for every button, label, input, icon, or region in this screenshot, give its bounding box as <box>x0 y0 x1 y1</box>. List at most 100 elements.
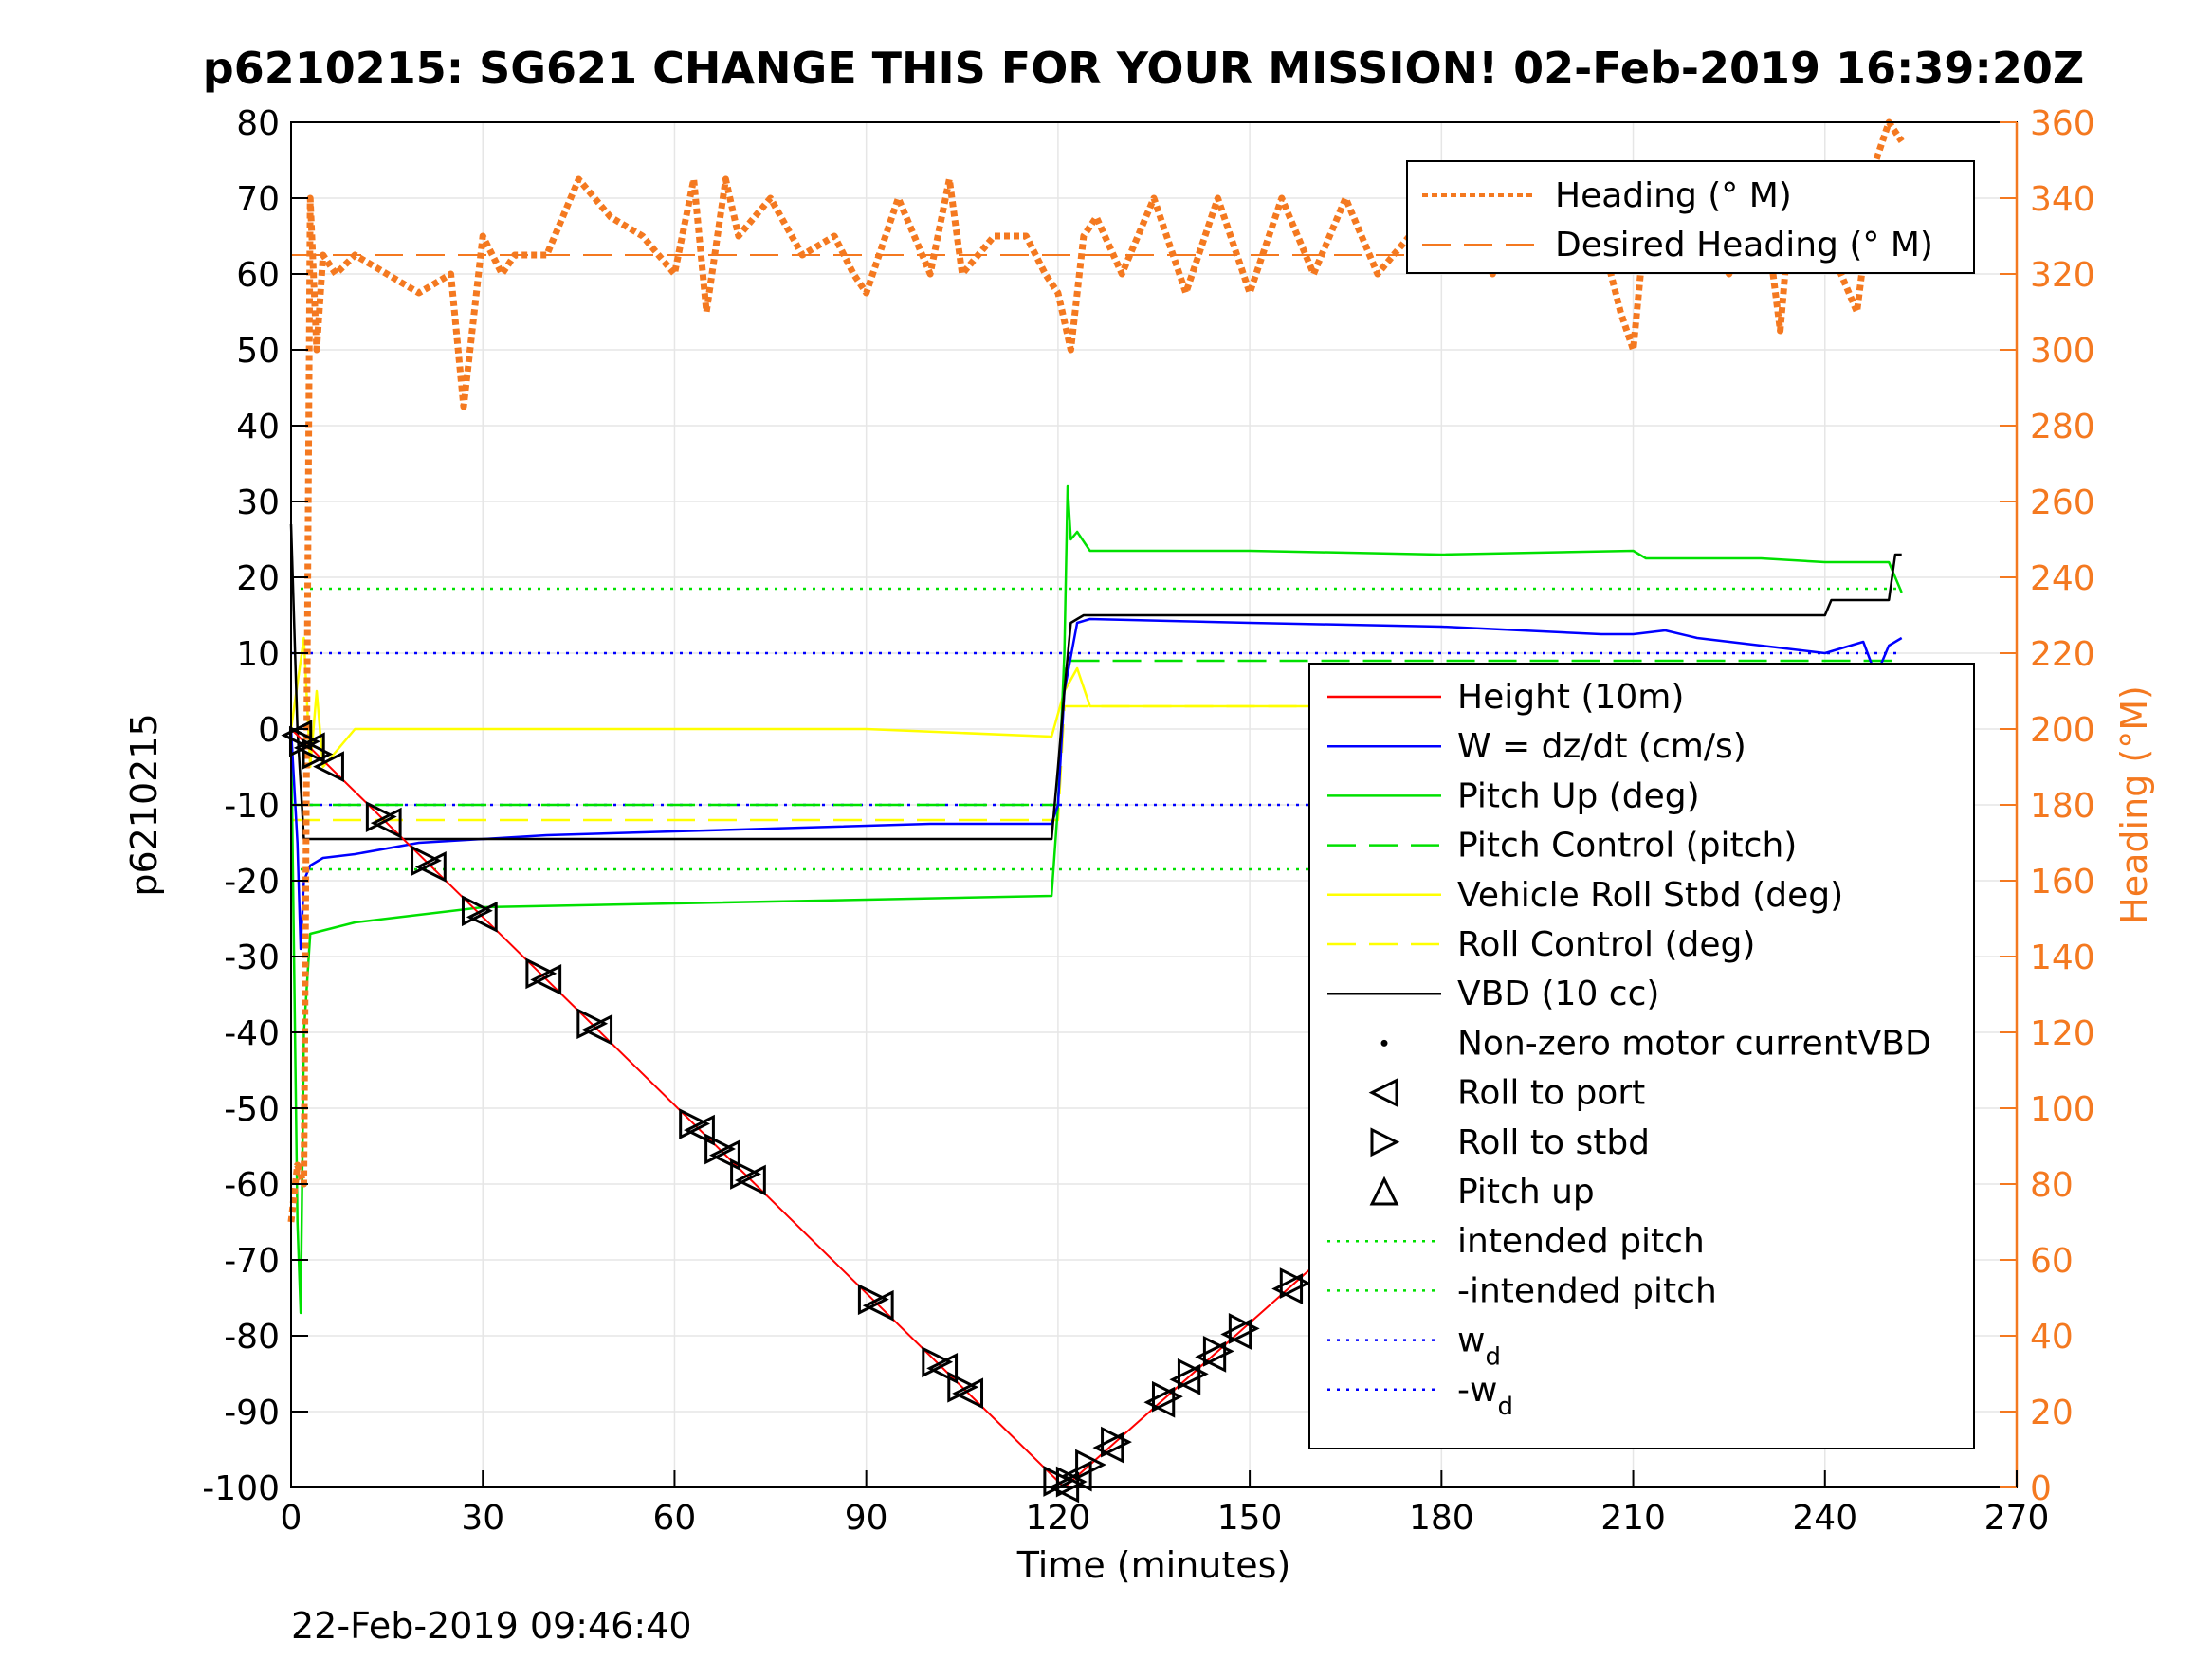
roll-to-stbd-marker <box>1151 1380 1183 1413</box>
y2-tick-label: 280 <box>2030 408 2095 447</box>
y-tick-label: -100 <box>202 1469 280 1508</box>
y-tick-label: -20 <box>224 863 280 902</box>
y-tick-label: 70 <box>236 180 280 219</box>
x-axis-label: Time (minutes) <box>1016 1544 1291 1586</box>
roll-to-port-marker <box>926 1352 959 1384</box>
x-tick-label: 120 <box>1026 1499 1091 1538</box>
y-tick-label: 60 <box>236 256 280 295</box>
roll-to-port-marker <box>1271 1273 1304 1304</box>
roll-to-port-marker <box>1092 1431 1124 1464</box>
chart-title: p6210215: SG621 CHANGE THIS FOR YOUR MIS… <box>203 43 2084 94</box>
series-pitch-up-deg-line <box>289 484 1903 1315</box>
roll-to-port-marker <box>313 751 344 783</box>
right-axis: 0 20 40 60 80 100 120 140 160 180 200 220 240 260 280 3… <box>2000 104 2095 1508</box>
legend-entry-label: Pitch Up (deg) <box>1457 776 1700 815</box>
y2-tick-label: 120 <box>2030 1014 2095 1053</box>
legend-entry-label: W = dz/dt (cm/s) <box>1457 727 1746 766</box>
roll-to-stbd-marker <box>1177 1358 1209 1390</box>
roll-to-stbd-marker <box>704 1133 736 1165</box>
roll-to-port-marker <box>1220 1318 1252 1350</box>
legend-entry-label: -intended pitch <box>1457 1271 1717 1310</box>
legend-entry-label: Roll to stbd <box>1457 1123 1650 1162</box>
legend-entry-label: VBD (10 cc) <box>1457 975 1659 1013</box>
legend-heading-box <box>1406 160 1975 274</box>
x-tick-label: 0 <box>281 1499 302 1538</box>
legend-subscript: d <box>1485 1343 1501 1372</box>
roll-to-stbd-marker <box>525 957 558 990</box>
x-tick-label: 90 <box>845 1499 888 1538</box>
roll-to-port-marker <box>581 1013 613 1046</box>
x-axis: 0 30 60 90 120 150 180 210 240 270 <box>281 1470 2049 1538</box>
y2-tick-label: 60 <box>2030 1242 2074 1281</box>
y2-tick-label: 240 <box>2030 559 2095 598</box>
y2-tick-label: 80 <box>2030 1166 2074 1205</box>
y-tick-label: -10 <box>224 787 280 826</box>
y-tick-label: 10 <box>236 635 280 674</box>
legend-heading-label: Desired Heading (° M) <box>1555 226 1933 264</box>
roll-to-stbd-marker <box>922 1346 954 1378</box>
x-tick-label: 240 <box>1792 1499 1857 1538</box>
series-heading-m-line <box>287 118 1905 1223</box>
x-tick-label: 30 <box>461 1499 504 1538</box>
roll-to-stbd-marker <box>461 895 493 927</box>
roll-to-stbd-marker <box>1101 1426 1132 1458</box>
roll-to-port-marker <box>293 732 325 764</box>
y-tick-label: 50 <box>236 332 280 371</box>
y2-tick-label: 180 <box>2030 787 2095 826</box>
y-tick-label: 30 <box>236 483 280 522</box>
y2-axis-label: Heading (°M) <box>2113 685 2155 924</box>
legend-main: Height (10m) W = dz/dt (cm/s) Pitch Up (de… <box>1308 663 1975 1449</box>
roll-to-port-marker <box>414 851 447 883</box>
roll-to-port-marker <box>952 1377 984 1410</box>
y2-tick-label: 40 <box>2030 1318 2074 1357</box>
roll-to-port-marker <box>1195 1340 1227 1373</box>
roll-to-stbd-marker <box>365 801 397 832</box>
y-tick-label: -60 <box>224 1166 280 1205</box>
y-tick-label: -80 <box>224 1318 280 1357</box>
y2-tick-label: 260 <box>2030 483 2095 522</box>
roll-to-port-marker <box>1143 1386 1176 1418</box>
legend-entry-label: Non-zero motor currentVBD <box>1457 1024 1931 1063</box>
legend-entry-label: intended pitch <box>1457 1222 1705 1261</box>
roll-to-stbd-marker <box>947 1371 979 1403</box>
y2-tick-label: 100 <box>2030 1090 2095 1129</box>
roll-to-port-marker <box>1169 1363 1201 1395</box>
legend-marker-right <box>1370 1127 1400 1158</box>
y2-tick-label: 20 <box>2030 1394 2074 1432</box>
y-tick-label: 20 <box>236 559 280 598</box>
roll-to-stbd-marker <box>302 738 334 770</box>
y2-tick-label: 200 <box>2030 711 2095 750</box>
roll-to-stbd-marker <box>1202 1335 1234 1367</box>
legend-entry-label: Pitch Control (pitch) <box>1457 827 1797 866</box>
legend-marker-left <box>1368 1078 1398 1108</box>
x-tick-label: 60 <box>653 1499 697 1538</box>
legend-entry-label: Vehicle Roll Stbd (deg) <box>1457 876 1843 915</box>
y-tick-label: -30 <box>224 939 280 977</box>
legend-heading-label: Heading (° M) <box>1555 176 1792 215</box>
legend-heading: Heading (° M) Desired Heading (° M) <box>1406 160 1975 274</box>
roll-to-stbd-marker <box>730 1158 761 1190</box>
y-tick-label: -70 <box>224 1242 280 1281</box>
series-vbd-10-cc-line <box>289 523 1902 841</box>
x-tick-label: 150 <box>1217 1499 1283 1538</box>
x-tick-label: 180 <box>1409 1499 1474 1538</box>
series-layer <box>287 118 1905 1488</box>
roll-to-port-marker <box>684 1114 715 1146</box>
y2-tick-label: 340 <box>2030 180 2095 219</box>
roll-to-stbd-marker <box>1228 1313 1260 1344</box>
roll-to-port-marker <box>862 1289 894 1322</box>
roll-to-stbd-marker <box>679 1108 711 1139</box>
roll-to-stbd-marker <box>576 1008 609 1040</box>
roll-to-stbd-marker <box>1279 1267 1311 1299</box>
y2-tick-label: 160 <box>2030 863 2095 902</box>
y2-tick-label: 220 <box>2030 635 2095 674</box>
y2-tick-label: 140 <box>2030 939 2095 977</box>
legend-subscript: d <box>1497 1393 1513 1421</box>
legend-entry-label: Height (10m) <box>1457 678 1684 717</box>
legend-entry-label: Pitch up <box>1457 1173 1595 1212</box>
y2-tick-label: 360 <box>2030 104 2095 143</box>
y-tick-label: 80 <box>236 104 280 143</box>
y-tick-label: 0 <box>258 711 280 750</box>
roll-to-port-marker <box>709 1139 740 1172</box>
